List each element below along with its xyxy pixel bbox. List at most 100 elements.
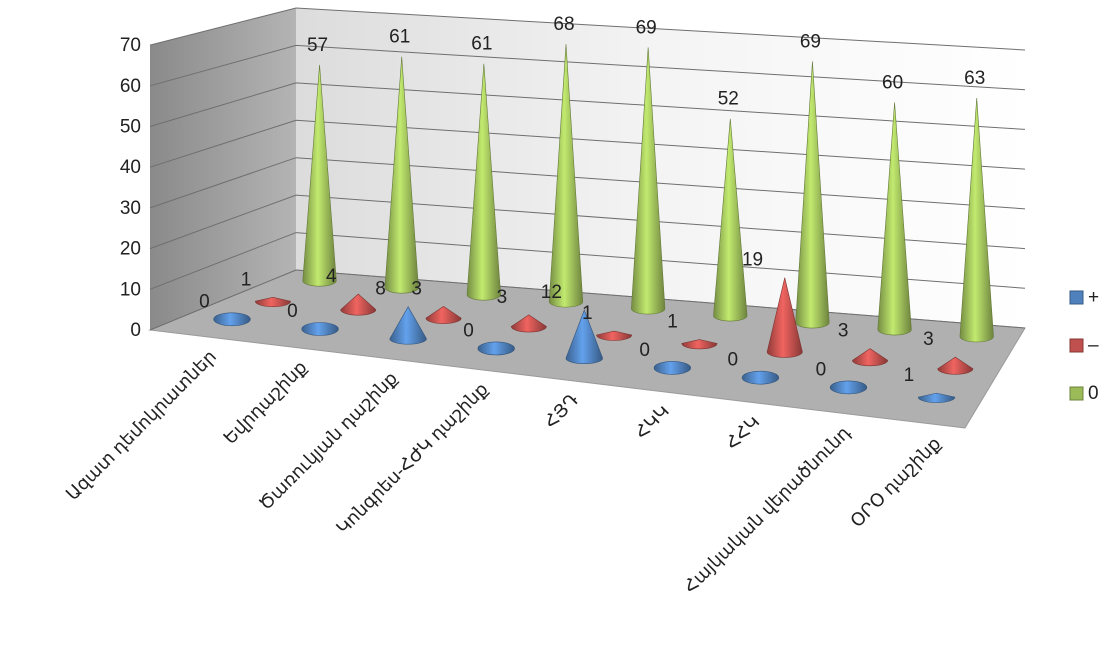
cone-mark bbox=[937, 356, 974, 375]
cone-mark bbox=[741, 370, 780, 385]
cone-mark bbox=[255, 297, 291, 308]
cone-body bbox=[766, 277, 803, 358]
cone-mark bbox=[548, 44, 584, 308]
cone-mark bbox=[653, 361, 692, 375]
category-label: Ազատ դեմոկրատներ bbox=[62, 346, 220, 504]
cone-mark bbox=[596, 330, 633, 341]
cone-body bbox=[466, 63, 501, 301]
data-label: 8 bbox=[375, 279, 386, 300]
cone-body bbox=[565, 309, 603, 364]
cone-body bbox=[340, 293, 377, 316]
legend-swatch bbox=[1069, 386, 1084, 401]
data-label: 3 bbox=[923, 329, 934, 350]
data-label: 69 bbox=[636, 17, 657, 38]
category-label: ՀՅԴ bbox=[540, 389, 582, 431]
cone-mark bbox=[565, 309, 603, 364]
data-label: 12 bbox=[541, 282, 562, 303]
cone-base bbox=[829, 380, 868, 395]
cone-body bbox=[548, 44, 584, 308]
data-label: 61 bbox=[471, 34, 492, 55]
data-label: 0 bbox=[639, 340, 650, 361]
data-label: 60 bbox=[882, 72, 903, 93]
cone-mark bbox=[477, 341, 515, 356]
y-tick-label: 30 bbox=[120, 198, 141, 219]
data-label: 61 bbox=[389, 27, 410, 48]
category-label: ՀՀԿ bbox=[722, 411, 764, 453]
gridline bbox=[149, 7, 1026, 51]
data-label: 68 bbox=[553, 14, 574, 35]
gridline bbox=[149, 82, 1026, 130]
cone-marks bbox=[213, 44, 994, 403]
y-axis-ticks: 0 10 20 30 40 50 60 70 bbox=[120, 35, 141, 341]
cone-body bbox=[425, 306, 462, 324]
cone-body bbox=[389, 306, 427, 345]
data-label: 4 bbox=[326, 266, 337, 287]
cone-mark bbox=[852, 348, 888, 367]
cone-mark bbox=[795, 61, 830, 329]
cone-mark bbox=[631, 47, 666, 315]
cone-body bbox=[631, 47, 666, 315]
data-label: 3 bbox=[497, 287, 508, 308]
data-label: 3 bbox=[838, 321, 849, 342]
data-label: 1 bbox=[904, 365, 915, 386]
gridline bbox=[149, 119, 1026, 170]
cone-base bbox=[477, 341, 515, 356]
cone-mark bbox=[466, 63, 501, 301]
data-label: 0 bbox=[816, 359, 827, 380]
cone-mark bbox=[384, 56, 419, 294]
gridline bbox=[149, 157, 1026, 210]
data-label: 0 bbox=[727, 350, 738, 371]
legend-label: 0 bbox=[1088, 383, 1099, 404]
cone-mark bbox=[510, 314, 547, 333]
cone-mark bbox=[829, 380, 868, 395]
legend-label: – bbox=[1088, 335, 1099, 356]
y-tick-label: 0 bbox=[130, 320, 141, 341]
side-wall bbox=[150, 8, 296, 330]
cone-mark bbox=[713, 118, 748, 322]
y-tick-label: 40 bbox=[120, 157, 141, 178]
y-tick-label: 70 bbox=[120, 35, 141, 56]
data-label: 19 bbox=[742, 250, 763, 271]
y-tick-label: 10 bbox=[120, 279, 141, 300]
y-tick-label: 50 bbox=[120, 117, 141, 138]
data-label: 0 bbox=[463, 320, 474, 341]
cone-mark bbox=[425, 306, 462, 324]
data-label: 57 bbox=[307, 35, 328, 56]
cone-body bbox=[795, 61, 830, 329]
cone-mark bbox=[340, 293, 377, 316]
cone-body bbox=[959, 97, 994, 343]
cone-body bbox=[713, 118, 748, 322]
cone-mark bbox=[213, 312, 251, 327]
cone-mark bbox=[877, 102, 912, 336]
cone-body bbox=[877, 102, 912, 336]
y-tick-label: 60 bbox=[120, 76, 141, 97]
data-label: 52 bbox=[718, 89, 739, 110]
legend-swatch bbox=[1069, 338, 1084, 353]
cone-body bbox=[510, 314, 547, 333]
cone-body bbox=[917, 392, 956, 403]
cone-body bbox=[937, 356, 974, 375]
category-label: Հայկական վերածնունդ bbox=[680, 422, 854, 596]
category-label: ՀԿԿ bbox=[631, 401, 673, 443]
cone-base bbox=[301, 322, 339, 336]
cone-body bbox=[384, 56, 419, 294]
cone-mark bbox=[959, 97, 994, 343]
cone-base bbox=[741, 370, 780, 385]
data-label: 1 bbox=[582, 303, 593, 324]
cone-mark bbox=[681, 339, 718, 350]
data-label: 63 bbox=[964, 68, 985, 89]
cone-base bbox=[653, 361, 692, 375]
gridline bbox=[149, 44, 1026, 91]
legend-swatch bbox=[1069, 290, 1084, 305]
data-label: 1 bbox=[241, 269, 252, 290]
y-tick-label: 20 bbox=[120, 239, 141, 260]
gridline bbox=[149, 194, 1026, 250]
data-label: 3 bbox=[411, 278, 422, 299]
cone-mark bbox=[301, 322, 339, 336]
cone-base bbox=[213, 312, 251, 327]
cone-body bbox=[596, 330, 633, 341]
cone-mark bbox=[917, 392, 956, 403]
gridline bbox=[149, 232, 1026, 290]
